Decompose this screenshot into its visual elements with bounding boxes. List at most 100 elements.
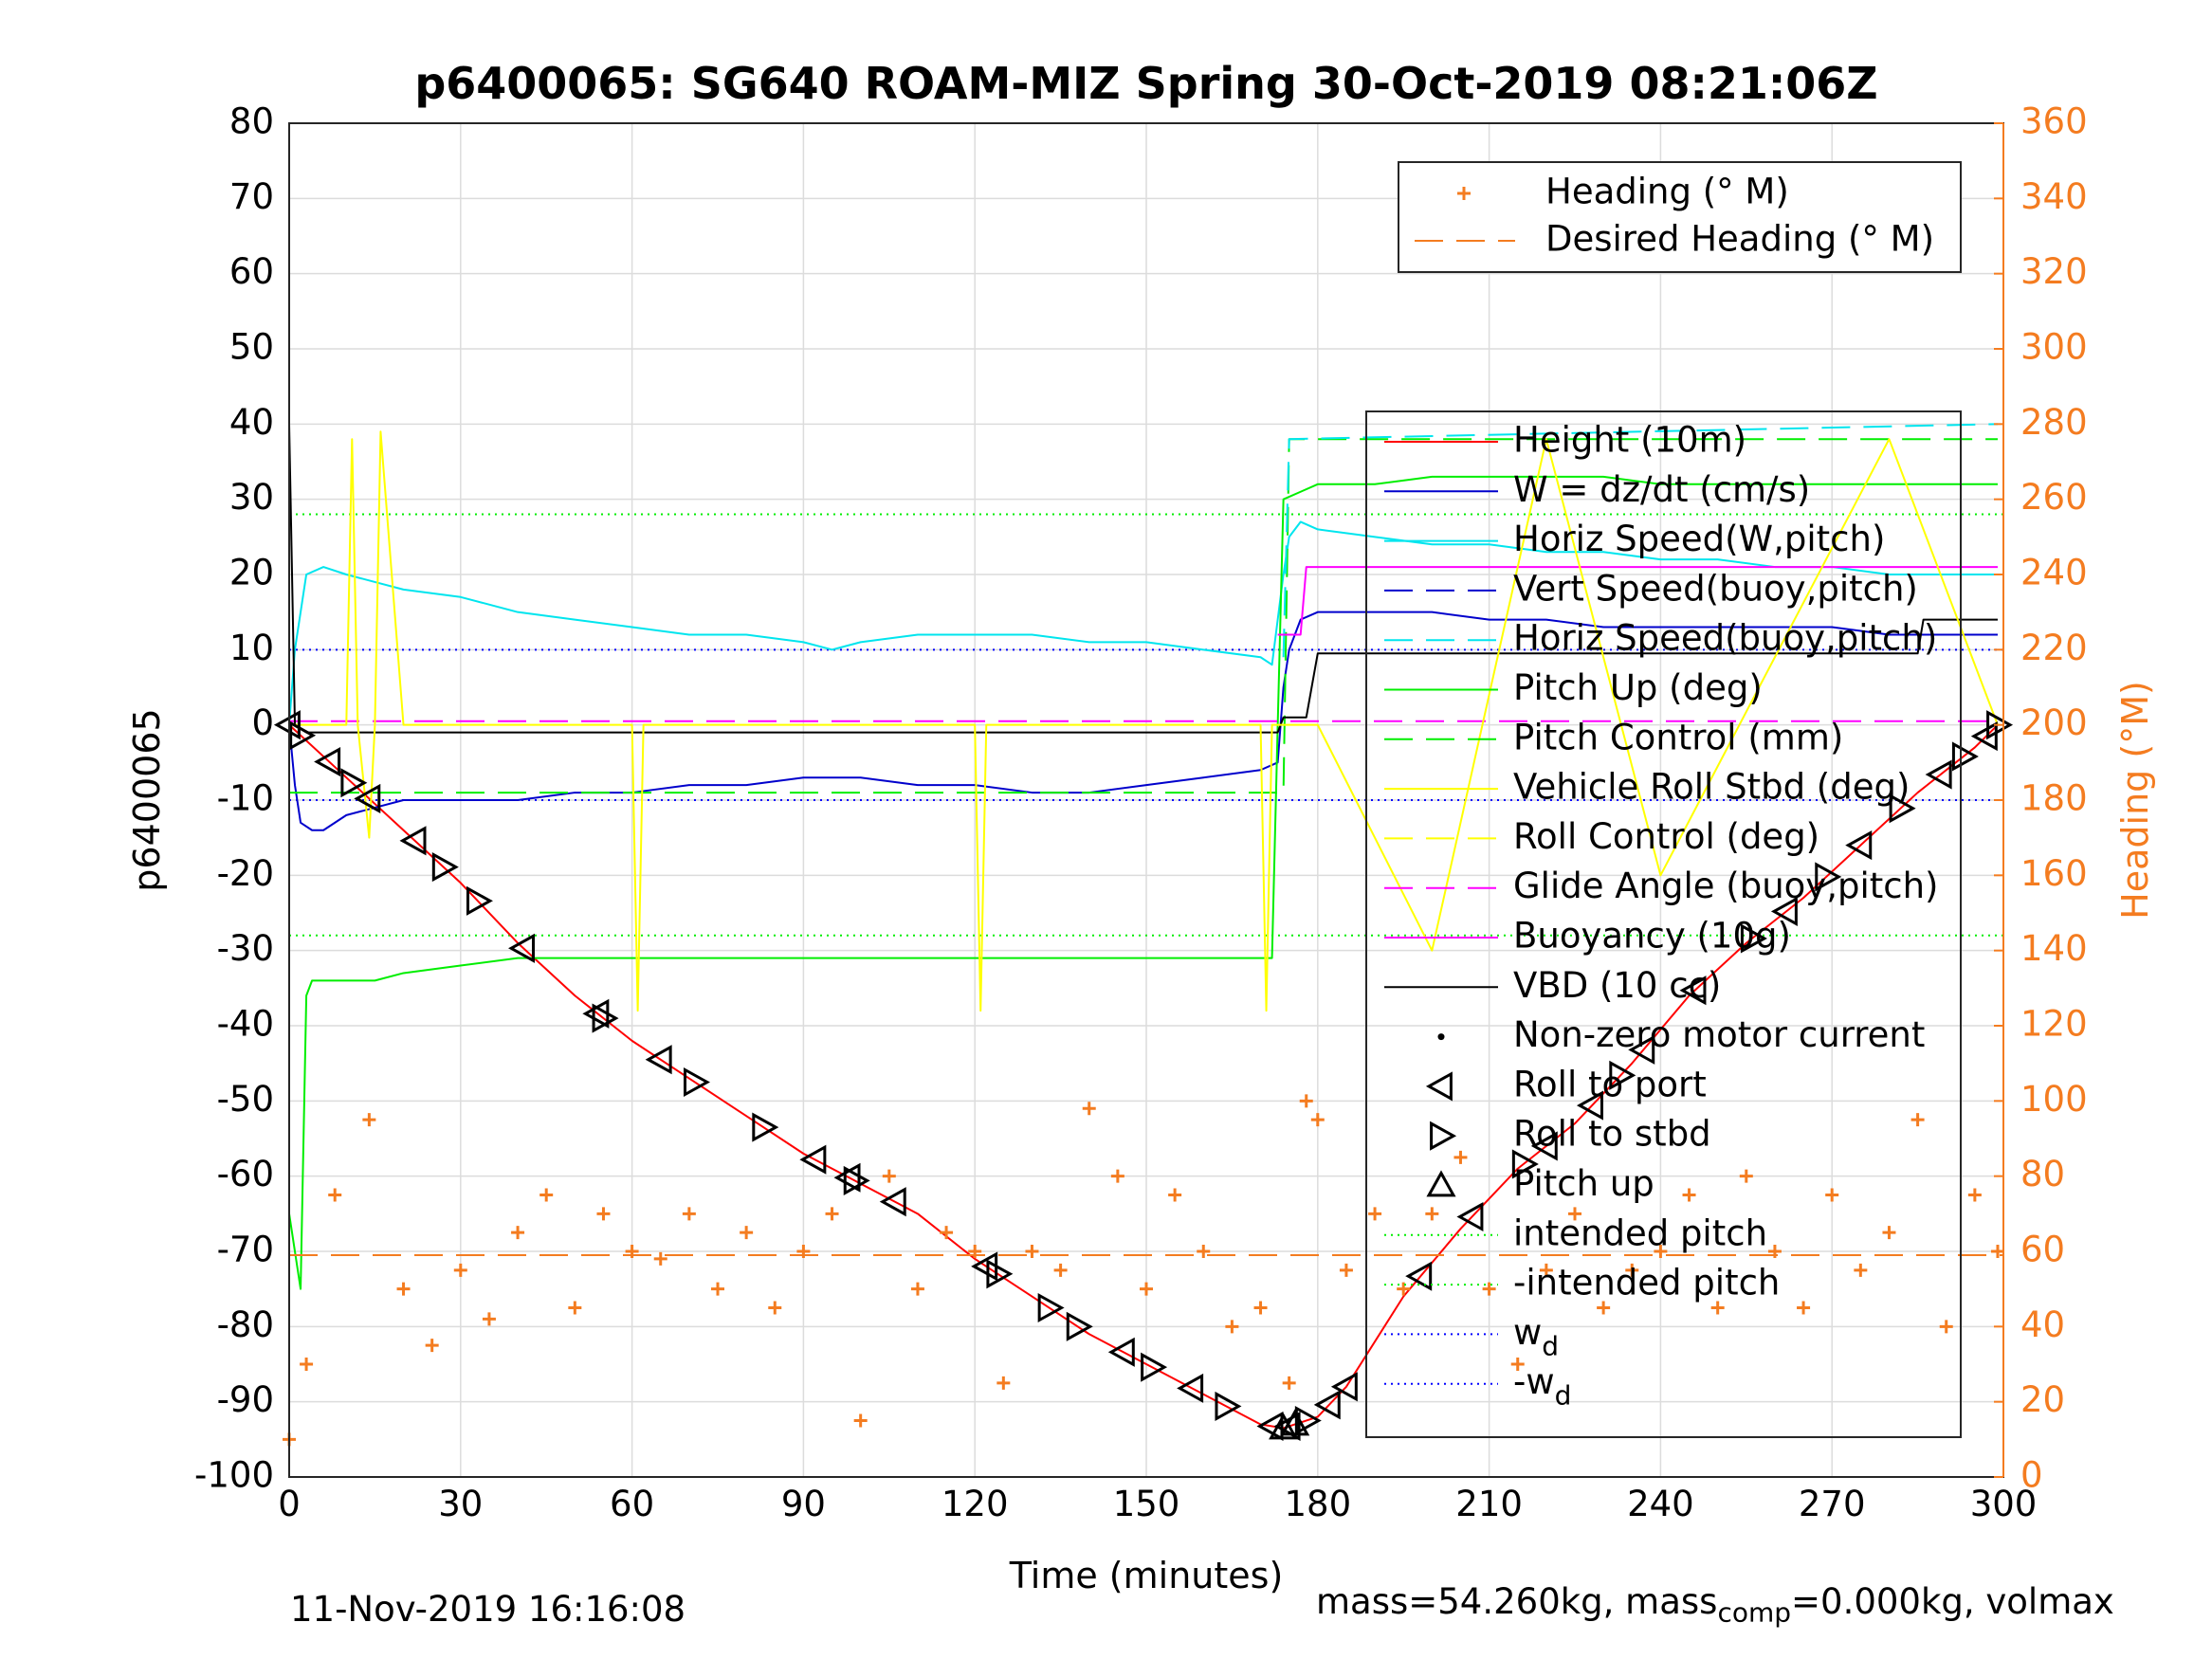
y-tick-label: -30 xyxy=(217,928,274,969)
y2-tick-label: 200 xyxy=(2020,702,2088,743)
x-tick-label: 0 xyxy=(278,1484,301,1524)
roll-to-stbd-marker xyxy=(1141,1352,1168,1382)
roll-to-port-marker xyxy=(1330,1372,1358,1402)
x-tick-label: 300 xyxy=(1970,1484,2038,1524)
heading-point xyxy=(653,1251,667,1266)
heading-point xyxy=(1710,1301,1725,1315)
y-tick-label: 0 xyxy=(251,702,274,743)
legend-main: Height (10m) W = dz/dt (cm/s) Horiz Speed(… xyxy=(1365,410,1962,1438)
y2-tick-label: 320 xyxy=(2020,251,2088,292)
heading-point xyxy=(1168,1188,1182,1202)
y2-tick-label: 360 xyxy=(2020,101,2088,142)
tick-layer: 0 30 60 90 120 150 180 210 240 270 300807060504030… xyxy=(194,101,2088,1525)
y2-tick-label: 220 xyxy=(2020,628,2088,668)
heading-point xyxy=(1310,1113,1325,1127)
heading-point xyxy=(740,1226,754,1240)
heading-point xyxy=(1397,1282,1411,1296)
roll-to-port-marker xyxy=(1405,1261,1433,1291)
roll-to-stbd-marker xyxy=(1740,923,1767,954)
y-tick-label: 10 xyxy=(229,628,274,668)
footer-mass: mass=54.260kg, masscomp=0.000kg, volmax xyxy=(1316,1581,2114,1628)
heading-point xyxy=(768,1301,782,1315)
roll-to-stbd-marker xyxy=(289,720,317,751)
roll-to-port-marker xyxy=(799,1144,827,1175)
heading-point xyxy=(453,1263,467,1277)
y2-tick-label: 240 xyxy=(2020,553,2088,593)
roll-to-port-marker xyxy=(1456,1201,1484,1232)
series-line xyxy=(289,438,1998,794)
heading-point xyxy=(825,1207,839,1221)
x-tick-label: 60 xyxy=(610,1484,654,1524)
x-tick-label: 180 xyxy=(1284,1484,1351,1524)
heading-point xyxy=(853,1413,868,1428)
roll-to-port-marker xyxy=(354,783,381,813)
x-tick-label: 120 xyxy=(941,1484,1009,1524)
roll-to-stbd-marker xyxy=(1066,1311,1093,1341)
y-tick-label: -60 xyxy=(217,1154,274,1194)
roll-to-port-marker xyxy=(1530,1131,1558,1161)
roll-to-stbd-marker xyxy=(1951,741,1979,772)
heading-point xyxy=(1654,1245,1668,1258)
y-tick-label: -80 xyxy=(217,1304,274,1345)
roll-to-stbd-marker xyxy=(1815,862,1842,892)
series-line xyxy=(289,430,1999,1012)
heading-series xyxy=(283,1094,2004,1447)
roll-to-port-marker xyxy=(273,710,301,740)
legend-main-label: W = dz/dt (cm/s) xyxy=(1513,469,1810,510)
roll-to-stbd-marker xyxy=(466,885,493,916)
heading-point xyxy=(1339,1263,1353,1277)
heading-point xyxy=(511,1226,525,1240)
heading-point xyxy=(1539,1263,1553,1277)
legend-roll-stbd-swatch xyxy=(1430,1121,1457,1151)
legend-main-label: Vert Speed(buoy,pitch) xyxy=(1513,568,1918,609)
roll-to-port-marker xyxy=(645,1045,672,1075)
roll-to-port-marker xyxy=(1679,975,1707,1006)
y2-tick-label: 340 xyxy=(2020,176,2088,217)
roll-to-stbd-marker xyxy=(1037,1292,1065,1323)
roll-to-stbd-marker xyxy=(1294,1405,1322,1436)
heading-point xyxy=(996,1376,1011,1390)
heading-point xyxy=(1797,1301,1811,1315)
heading-point xyxy=(596,1207,611,1221)
heading-point xyxy=(1510,1358,1525,1371)
y2-tick-label: 280 xyxy=(2020,402,2088,443)
series-line xyxy=(1277,566,1998,636)
heading-point xyxy=(1453,1150,1468,1164)
legend-main-label: Roll to port xyxy=(1513,1064,1707,1104)
legend-main-label: Horiz Speed(buoy,pitch) xyxy=(1513,618,1937,659)
heading-point xyxy=(1253,1301,1268,1315)
roll-to-stbd-marker xyxy=(986,1259,1014,1289)
y-tick-label: 20 xyxy=(229,553,274,593)
heading-point xyxy=(396,1282,411,1296)
roll-to-port-marker xyxy=(1845,830,1873,861)
y2-tick-label: 120 xyxy=(2020,1004,2088,1045)
roll-to-port-marker xyxy=(1256,1411,1284,1441)
heading-point xyxy=(1482,1282,1496,1296)
x-tick-label: 240 xyxy=(1627,1484,1694,1524)
heading-point xyxy=(539,1188,554,1202)
heading-point xyxy=(1825,1188,1839,1202)
heading-point xyxy=(1082,1102,1096,1116)
pitch-up-marker xyxy=(1269,1413,1299,1440)
series-line xyxy=(288,475,1998,1290)
chart-title: p6400065: SG640 ROAM-MIZ Spring 30-Oct-2… xyxy=(414,58,1877,109)
heading-point xyxy=(1225,1320,1239,1334)
y-tick-label: -40 xyxy=(217,1004,274,1045)
heading-point xyxy=(1368,1207,1382,1221)
roll-to-port-marker xyxy=(314,746,341,777)
legend-heading-swatch xyxy=(1457,187,1471,200)
heading-point xyxy=(1597,1301,1611,1315)
y-tick-label: 70 xyxy=(229,176,274,217)
heading-point xyxy=(362,1113,376,1127)
legend-main-label: Pitch Control (mm) xyxy=(1513,717,1843,757)
y-tick-label: -70 xyxy=(217,1230,274,1270)
x-tick-label: 210 xyxy=(1455,1484,1523,1524)
legend-main-label: -intended pitch xyxy=(1513,1263,1780,1304)
heading-point xyxy=(1910,1113,1925,1127)
roll-to-stbd-marker xyxy=(1511,1149,1539,1179)
x-tick-label: 270 xyxy=(1799,1484,1866,1524)
roll-to-port-marker xyxy=(1628,1034,1655,1065)
heading-point xyxy=(1025,1245,1039,1258)
y-tick-label: 30 xyxy=(229,477,274,518)
y-tick-label: 80 xyxy=(229,101,274,142)
